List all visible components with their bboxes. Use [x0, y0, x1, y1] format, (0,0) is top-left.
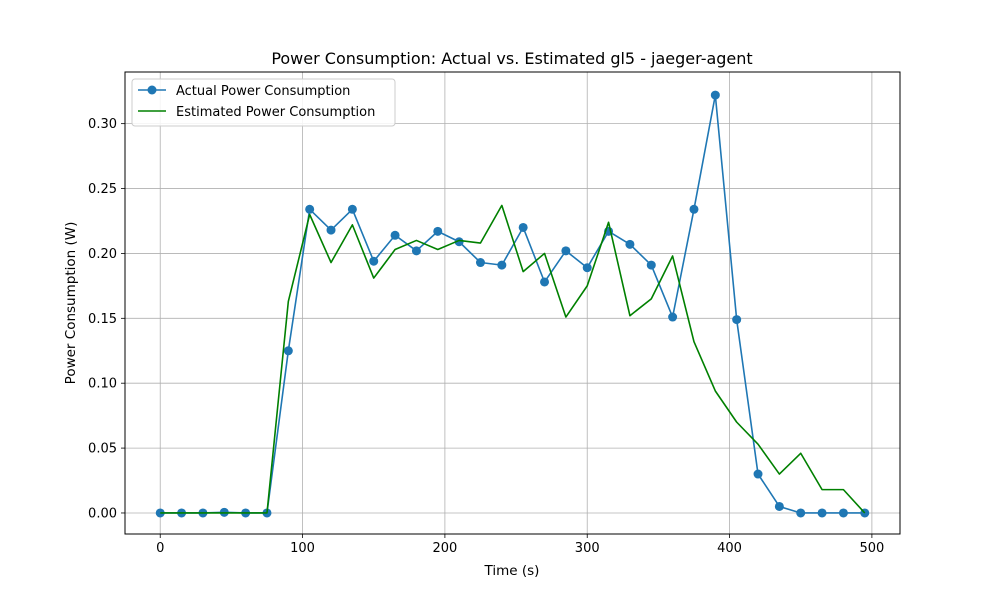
y-tick-label: 0.25: [88, 182, 117, 197]
data-point-actual-power-consumption: [497, 260, 507, 270]
y-tick-label: 0.20: [88, 247, 117, 262]
y-tick-label: 0.00: [88, 506, 117, 521]
data-point-actual-power-consumption: [347, 204, 357, 214]
data-point-actual-power-consumption: [732, 315, 742, 325]
data-point-actual-power-consumption: [155, 508, 165, 518]
data-point-actual-power-consumption: [283, 346, 293, 356]
data-point-actual-power-consumption: [646, 260, 656, 270]
legend-box: [131, 78, 396, 127]
y-tick-label: 0.15: [88, 312, 117, 327]
data-point-actual-power-consumption: [753, 469, 763, 479]
data-point-actual-power-consumption: [390, 230, 400, 240]
x-tick-label: 500: [859, 541, 884, 556]
x-tick-label: 200: [432, 541, 457, 556]
data-point-actual-power-consumption: [433, 226, 443, 236]
data-point-actual-power-consumption: [838, 508, 848, 518]
y-axis-label: Power Consumption (W): [63, 222, 79, 385]
data-point-actual-power-consumption: [475, 258, 485, 268]
series-line-actual-power-consumption: [160, 94, 865, 514]
x-tick-label: 300: [575, 541, 600, 556]
legend-label-estimated: Estimated Power Consumption: [176, 105, 375, 120]
data-point-actual-power-consumption: [796, 508, 806, 518]
data-point-actual-power-consumption: [305, 204, 315, 214]
legend-marker-actual: [147, 85, 157, 95]
data-point-actual-power-consumption: [817, 508, 827, 518]
grid-layer: [125, 72, 900, 534]
x-tick-label: 0: [156, 541, 164, 556]
data-point-actual-power-consumption: [668, 312, 678, 322]
series-layer: [155, 90, 870, 518]
x-tick-label: 400: [717, 541, 742, 556]
plot-frame: [124, 71, 901, 535]
data-point-actual-power-consumption: [518, 222, 528, 232]
data-point-actual-power-consumption: [582, 263, 592, 273]
data-point-actual-power-consumption: [774, 501, 784, 511]
legend-label-actual: Actual Power Consumption: [176, 84, 350, 99]
data-point-actual-power-consumption: [369, 256, 379, 266]
data-point-actual-power-consumption: [326, 225, 336, 235]
data-point-actual-power-consumption: [561, 246, 571, 256]
x-tick-label: 100: [290, 541, 315, 556]
tick-layer: 0 100 200 300 400 500 0.00 0.05 0.10 0.15 0.20 0.25…: [88, 117, 884, 556]
legend: Actual Power Consumption Estimated Power…: [131, 78, 396, 127]
series-line-estimated-power-consumption: [160, 204, 866, 514]
data-point-actual-power-consumption: [625, 239, 635, 249]
data-point-actual-power-consumption: [454, 237, 464, 247]
y-tick-label: 0.10: [88, 377, 117, 392]
y-tick-label: 0.30: [88, 117, 117, 132]
y-tick-label: 0.05: [88, 442, 117, 457]
data-point-actual-power-consumption: [689, 204, 699, 214]
data-point-actual-power-consumption: [411, 246, 421, 256]
x-axis-label: Time (s): [484, 563, 540, 579]
data-point-actual-power-consumption: [710, 90, 720, 100]
data-point-actual-power-consumption: [540, 277, 550, 287]
chart-title: Power Consumption: Actual vs. Estimated …: [271, 49, 752, 68]
